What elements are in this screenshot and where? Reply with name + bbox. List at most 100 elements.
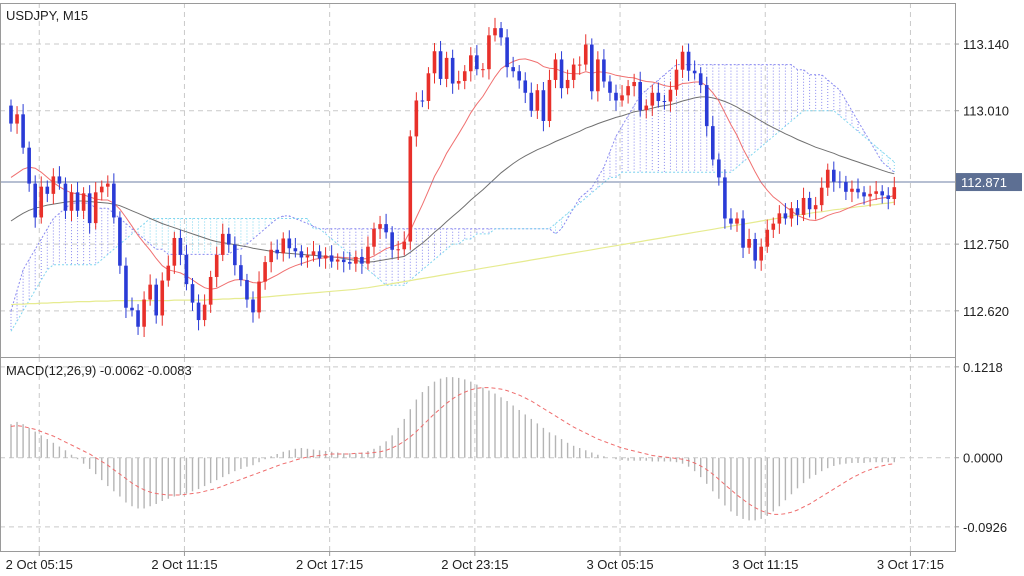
candle-bear <box>390 232 394 250</box>
candle-bear <box>245 280 249 300</box>
candle-bull <box>777 213 782 224</box>
candle-bear <box>541 90 546 121</box>
candle-bull <box>51 176 56 194</box>
candle-bear <box>329 255 334 262</box>
candle-bull <box>414 100 419 137</box>
x-tick-label: 2 Oct 23:15 <box>441 557 508 572</box>
candle-bull <box>372 228 376 247</box>
candle-bear <box>9 105 13 124</box>
candle-bear <box>341 259 346 263</box>
ma-fast-line <box>10 58 895 290</box>
candle-bull <box>202 304 207 321</box>
candle-bull <box>378 224 382 229</box>
candle-bear <box>856 188 860 193</box>
current-price-tag <box>956 173 1022 192</box>
candle-bull <box>106 183 110 187</box>
candle-bull <box>535 90 540 111</box>
candle-bear <box>505 37 509 68</box>
candle-bear <box>686 51 691 71</box>
candle-bull <box>469 55 473 72</box>
candle-bear <box>190 284 195 303</box>
candle-bull <box>650 92 655 106</box>
candle-bull <box>577 64 582 66</box>
candle-bear <box>698 73 703 86</box>
macd-panel <box>10 377 895 521</box>
candle-bear <box>251 299 255 313</box>
candle-bull <box>69 192 74 211</box>
candle-bull <box>396 249 400 251</box>
candle-bear <box>384 224 388 233</box>
candle-bull <box>305 255 310 258</box>
candle-bull <box>825 169 830 188</box>
candle-bear <box>450 57 455 84</box>
candle-bear <box>880 191 884 196</box>
candle-bear <box>692 70 697 74</box>
candle-bear <box>832 169 836 182</box>
candle-bull <box>426 73 431 101</box>
candle-bear <box>614 92 618 101</box>
candle-bull <box>335 259 340 262</box>
x-tick-label: 2 Oct 05:15 <box>6 557 73 572</box>
candle-bull <box>626 86 630 96</box>
grid <box>0 3 955 551</box>
candle-bear <box>87 193 92 224</box>
candle-bear <box>239 265 243 281</box>
candle-bear <box>807 197 812 210</box>
candle-bull <box>850 188 854 192</box>
candle-bear <box>475 55 479 70</box>
candle-bear <box>499 28 503 38</box>
candle-bear <box>729 218 733 224</box>
ma-long-line <box>10 201 895 306</box>
y-tick-label: 113.010 <box>963 104 1009 119</box>
macd-y-tick-label: 0.1218 <box>963 360 1003 375</box>
candle-bear <box>862 192 866 197</box>
candle-bull <box>99 186 104 193</box>
candle-bear <box>741 218 745 248</box>
candle-bear <box>75 192 80 211</box>
candles <box>9 17 897 337</box>
candle-bull <box>269 249 273 263</box>
x-tick-label: 3 Oct 11:15 <box>732 557 798 572</box>
candle-bull <box>148 284 152 300</box>
candle-bear <box>517 71 521 81</box>
candle-bull <box>493 28 497 36</box>
candle-bear <box>602 59 606 82</box>
candle-bear <box>21 114 25 148</box>
candle-bear <box>299 251 304 258</box>
candle-bull <box>674 69 679 90</box>
frames <box>0 3 956 552</box>
candle-bull <box>759 246 763 261</box>
candle-bull <box>214 254 219 277</box>
axes: 113.140 113.010 112.750 112.620 112.871 0.121… <box>6 37 1022 572</box>
candle-bull <box>172 237 177 266</box>
candle-bull <box>819 187 824 206</box>
candle-bear <box>233 244 237 266</box>
candle-bear <box>717 159 721 178</box>
candle-bear <box>45 186 50 194</box>
candle-bull <box>801 197 806 215</box>
candle-bull <box>166 265 171 281</box>
candle-bull <box>680 51 685 70</box>
macd-signal-line <box>10 387 895 515</box>
candle-bear <box>511 67 515 72</box>
moving-averages <box>0 58 955 306</box>
x-tick-label: 2 Oct 17:15 <box>296 557 363 572</box>
candle-bear <box>608 81 612 93</box>
candle-bear <box>844 182 848 192</box>
candle-bull <box>323 255 328 259</box>
candle-bull <box>402 241 407 250</box>
candle-bull <box>39 186 44 218</box>
candle-bull <box>892 187 897 199</box>
y-tick-label: 112.620 <box>963 304 1009 319</box>
candle-bear <box>293 248 298 252</box>
candle-bear <box>227 233 231 245</box>
macd-y-tick-label: -0.0926 <box>963 520 1007 535</box>
candle-bull <box>208 276 213 305</box>
x-tick-label: 2 Oct 11:15 <box>151 557 217 572</box>
candle-bull <box>789 208 794 219</box>
candle-bear <box>559 59 564 89</box>
candle-bear <box>118 217 122 266</box>
candle-bear <box>124 265 128 308</box>
candle-bull <box>771 223 776 230</box>
candle-bear <box>112 183 116 218</box>
